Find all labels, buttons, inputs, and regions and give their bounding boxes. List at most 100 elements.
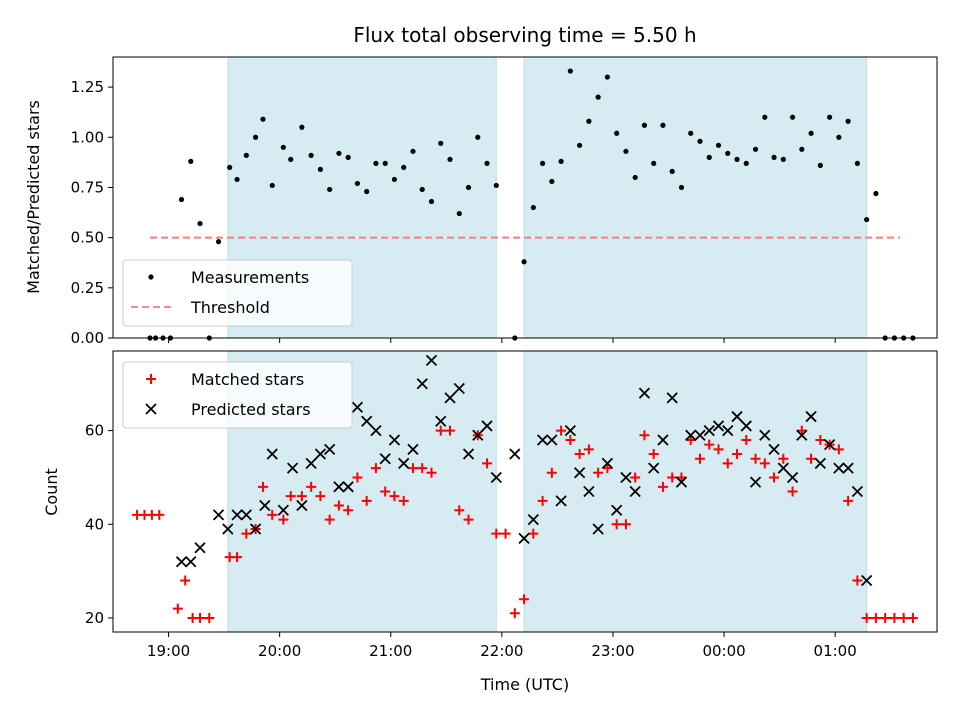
measurements-point (817, 162, 823, 168)
matched-stars-point (445, 425, 456, 436)
matched-stars-point (454, 505, 465, 516)
measurements-point (734, 156, 740, 162)
measurements-point (780, 156, 786, 162)
predicted-stars-point (842, 462, 854, 474)
predicted-stars-point (509, 448, 521, 460)
top-panel: 0.00 0.25 0.50 0.75 1.00 1.25 Matched/Predict… (24, 56, 938, 347)
x-tick-label: 22:00 (480, 642, 523, 660)
predicted-stars-point (175, 556, 188, 568)
measurements-point (269, 182, 275, 189)
matched-stars-point (843, 495, 854, 506)
measurements-point (706, 154, 712, 160)
matched-stars-point (306, 481, 317, 492)
predicted-stars-point (768, 443, 780, 455)
measurements-point (789, 114, 796, 120)
top-y-ticks: 0.00 0.25 0.50 0.75 1.00 1.25 (71, 78, 113, 347)
measurements-point (475, 134, 481, 140)
x-tick-label: 00:00 (702, 642, 745, 660)
predicted-stars-point (731, 410, 743, 423)
matched-stars-point (815, 434, 826, 445)
measurements-point (549, 178, 555, 185)
matched-stars-point (285, 491, 296, 502)
measurements-point (447, 156, 453, 162)
measurements-point (260, 116, 266, 122)
matched-stars-point (546, 467, 557, 478)
matched-stars-point (870, 612, 881, 623)
matched-stars-point (278, 514, 289, 525)
predicted-stars-point (851, 485, 864, 498)
predicted-stars-point (333, 481, 345, 493)
predicted-stars-point (749, 476, 762, 488)
predicted-stars-point (518, 532, 530, 544)
measurements-point (215, 239, 222, 245)
x-tick-label: 23:00 (591, 642, 634, 660)
matched-stars-point (611, 519, 622, 530)
measurements-point (484, 160, 490, 166)
matched-stars-point (630, 472, 641, 483)
measurements-point (336, 150, 342, 156)
predicted-stars-point (833, 462, 845, 474)
matched-stars-point (195, 612, 206, 623)
predicted-stars-point (296, 499, 308, 512)
matched-stars-point (722, 458, 733, 469)
y-tick-label: 40 (85, 515, 104, 533)
matched-stars-point (500, 528, 511, 539)
measurements-point (530, 204, 536, 211)
x-tick-label: 01:00 (814, 642, 857, 660)
measurements-point (864, 216, 870, 223)
matched-stars-point (232, 552, 243, 563)
matched-stars-point (389, 491, 400, 502)
measurements-point (410, 148, 416, 154)
predicted-stars-point (266, 448, 278, 460)
matched-stars-point (352, 472, 363, 483)
measurements-point (327, 186, 333, 193)
bottom-legend: Matched stars Predicted stars (122, 361, 353, 429)
matched-stars-point (852, 575, 863, 586)
bottom-y-axis-label: Count (42, 468, 61, 516)
matched-stars-point (732, 449, 743, 460)
matched-stars-point (556, 425, 567, 436)
x-axis-label: Time (UTC) (480, 675, 569, 694)
measurements-point (364, 188, 370, 195)
measurements-point (725, 150, 731, 156)
measurements-point (623, 148, 629, 154)
matched-stars-point (519, 594, 530, 605)
predicted-stars-point (416, 378, 428, 390)
predicted-stars-point (638, 387, 651, 399)
matched-stars-point (667, 472, 678, 483)
matched-stars-point (361, 495, 372, 506)
predicted-stars-point (370, 424, 382, 437)
predicted-stars-point (453, 382, 465, 395)
predicted-stars-point (462, 448, 475, 460)
measurements-point (280, 144, 286, 150)
predicted-stars-point (444, 392, 456, 404)
predicted-stars-point (490, 471, 502, 484)
predicted-stars-point (675, 476, 688, 488)
predicted-stars-point (555, 495, 567, 507)
predicted-stars-point (564, 424, 577, 437)
measurements-point (373, 160, 379, 166)
predicted-stars-point (805, 410, 817, 423)
measurements-point (382, 160, 388, 166)
matched-stars-point (880, 612, 891, 623)
predicted-stars-point (379, 453, 391, 465)
predicted-stars-point (777, 462, 789, 474)
predicted-stars-point (860, 574, 873, 587)
measurements-point (456, 210, 462, 217)
matched-stars-point (154, 509, 165, 520)
measurements-legend-swatch (148, 274, 154, 280)
matched-stars-point (769, 472, 780, 483)
matched-stars-point (796, 425, 807, 436)
measurements-point (401, 164, 407, 170)
matched-stars-legend-swatch (146, 374, 156, 384)
predicted-stars-point (185, 556, 197, 568)
measurements-point (678, 184, 685, 191)
matched-stars-point (620, 519, 631, 530)
legend-box (122, 361, 353, 429)
bottom-x-ticks: 19:00 20:00 21:00 22:00 23:00 00:00 01:00 (147, 632, 857, 660)
observing-window-2 (523, 350, 868, 633)
matched-stars-point (778, 453, 789, 464)
observing-window-2 (523, 56, 868, 339)
chart-title: Flux total observing time = 5.50 h (353, 23, 696, 47)
matched-stars-point (267, 509, 278, 520)
